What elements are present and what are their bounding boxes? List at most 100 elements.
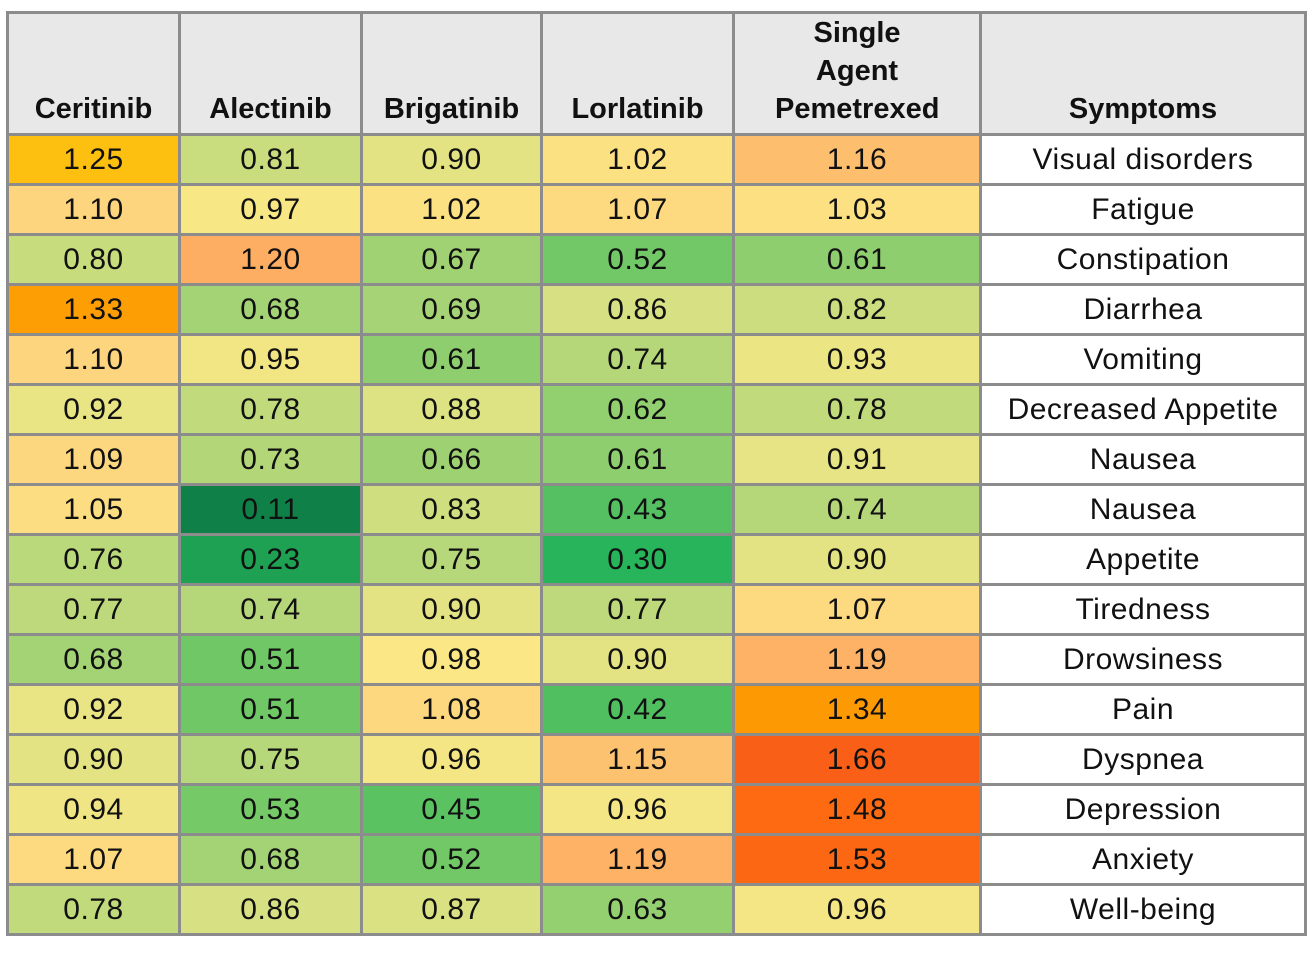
heatmap-cell-pemetrexed: 0.91 xyxy=(732,433,982,486)
heatmap-cell-alectinib: 0.53 xyxy=(178,783,363,836)
header-row: Ceritinib Alectinib Brigatinib Lorlatini… xyxy=(6,11,1307,136)
symptom-label: Pain xyxy=(979,683,1307,736)
heatmap-cell-brigatinib: 0.88 xyxy=(360,383,543,436)
heatmap-cell-lorlatinib: 0.77 xyxy=(540,583,735,636)
heatmap-cell-brigatinib: 0.96 xyxy=(360,733,543,786)
table-row: 0.92 0.51 1.08 0.42 1.34 Pain xyxy=(6,683,1307,736)
heatmap-cell-alectinib: 0.68 xyxy=(178,833,363,886)
heatmap-cell-ceritinib: 0.92 xyxy=(6,683,181,736)
symptom-label: Well-being xyxy=(979,883,1307,936)
heatmap-cell-alectinib: 0.95 xyxy=(178,333,363,386)
heatmap-cell-brigatinib: 1.08 xyxy=(360,683,543,736)
symptom-label: Constipation xyxy=(979,233,1307,286)
table-row: 1.33 0.68 0.69 0.86 0.82 Diarrhea xyxy=(6,283,1307,336)
heatmap-cell-pemetrexed: 1.07 xyxy=(732,583,982,636)
heatmap-cell-alectinib: 0.78 xyxy=(178,383,363,436)
heatmap-cell-pemetrexed: 0.74 xyxy=(732,483,982,536)
heatmap-cell-brigatinib: 0.69 xyxy=(360,283,543,336)
heatmap-cell-brigatinib: 0.75 xyxy=(360,533,543,586)
heatmap-cell-ceritinib: 1.25 xyxy=(6,133,181,186)
heatmap-cell-lorlatinib: 1.15 xyxy=(540,733,735,786)
heatmap-cell-ceritinib: 1.05 xyxy=(6,483,181,536)
symptom-label: Drowsiness xyxy=(979,633,1307,686)
symptom-label: Decreased Appetite xyxy=(979,383,1307,436)
heatmap-cell-ceritinib: 0.68 xyxy=(6,633,181,686)
heatmap-cell-brigatinib: 0.98 xyxy=(360,633,543,686)
symptom-label: Diarrhea xyxy=(979,283,1307,336)
heatmap-cell-ceritinib: 1.10 xyxy=(6,183,181,236)
heatmap-cell-ceritinib: 0.76 xyxy=(6,533,181,586)
heatmap-cell-lorlatinib: 0.96 xyxy=(540,783,735,836)
heatmap-cell-pemetrexed: 0.90 xyxy=(732,533,982,586)
heatmap-cell-pemetrexed: 0.61 xyxy=(732,233,982,286)
heatmap-cell-alectinib: 0.11 xyxy=(178,483,363,536)
heatmap-body: 1.25 0.81 0.90 1.02 1.16 Visual disorders 1.10… xyxy=(6,133,1307,936)
heatmap-cell-pemetrexed: 1.34 xyxy=(732,683,982,736)
table-row: 0.92 0.78 0.88 0.62 0.78 Decreased Appetite xyxy=(6,383,1307,436)
heatmap-cell-pemetrexed: 0.82 xyxy=(732,283,982,336)
heatmap-cell-ceritinib: 0.92 xyxy=(6,383,181,436)
table-row: 0.94 0.53 0.45 0.96 1.48 Depression xyxy=(6,783,1307,836)
table-row: 0.90 0.75 0.96 1.15 1.66 Dyspnea xyxy=(6,733,1307,786)
symptom-label: Depression xyxy=(979,783,1307,836)
table-row: 1.10 0.97 1.02 1.07 1.03 Fatigue xyxy=(6,183,1307,236)
heatmap-cell-brigatinib: 0.83 xyxy=(360,483,543,536)
heatmap-cell-pemetrexed: 1.66 xyxy=(732,733,982,786)
heatmap-cell-ceritinib: 0.80 xyxy=(6,233,181,286)
heatmap-cell-pemetrexed: 1.48 xyxy=(732,783,982,836)
column-header-ceritinib: Ceritinib xyxy=(6,11,181,136)
heatmap-cell-alectinib: 0.74 xyxy=(178,583,363,636)
heatmap-cell-brigatinib: 1.02 xyxy=(360,183,543,236)
heatmap-table: Ceritinib Alectinib Brigatinib Lorlatini… xyxy=(6,11,1307,936)
column-header-symptoms: Symptoms xyxy=(979,11,1307,136)
heatmap-cell-lorlatinib: 0.52 xyxy=(540,233,735,286)
heatmap-cell-lorlatinib: 0.30 xyxy=(540,533,735,586)
table-row: 1.10 0.95 0.61 0.74 0.93 Vomiting xyxy=(6,333,1307,386)
table-row: 0.80 1.20 0.67 0.52 0.61 Constipation xyxy=(6,233,1307,286)
symptom-label: Nausea xyxy=(979,483,1307,536)
heatmap-cell-lorlatinib: 0.42 xyxy=(540,683,735,736)
heatmap-cell-lorlatinib: 1.19 xyxy=(540,833,735,886)
symptom-label: Vomiting xyxy=(979,333,1307,386)
heatmap-cell-ceritinib: 0.90 xyxy=(6,733,181,786)
symptom-label: Dyspnea xyxy=(979,733,1307,786)
table-row: 1.25 0.81 0.90 1.02 1.16 Visual disorders xyxy=(6,133,1307,186)
heatmap-cell-pemetrexed: 0.78 xyxy=(732,383,982,436)
symptom-label: Visual disorders xyxy=(979,133,1307,186)
table-row: 0.77 0.74 0.90 0.77 1.07 Tiredness xyxy=(6,583,1307,636)
heatmap-cell-ceritinib: 1.07 xyxy=(6,833,181,886)
heatmap-cell-pemetrexed: 0.93 xyxy=(732,333,982,386)
heatmap-cell-lorlatinib: 0.61 xyxy=(540,433,735,486)
heatmap-cell-ceritinib: 0.94 xyxy=(6,783,181,836)
heatmap-cell-alectinib: 0.75 xyxy=(178,733,363,786)
heatmap-cell-ceritinib: 0.78 xyxy=(6,883,181,936)
heatmap-cell-pemetrexed: 0.96 xyxy=(732,883,982,936)
column-header-alectinib: Alectinib xyxy=(178,11,363,136)
heatmap-cell-ceritinib: 0.77 xyxy=(6,583,181,636)
heatmap-cell-lorlatinib: 0.63 xyxy=(540,883,735,936)
heatmap-cell-alectinib: 0.86 xyxy=(178,883,363,936)
heatmap-cell-lorlatinib: 0.74 xyxy=(540,333,735,386)
heatmap-cell-lorlatinib: 1.07 xyxy=(540,183,735,236)
symptom-label: Tiredness xyxy=(979,583,1307,636)
heatmap-cell-brigatinib: 0.67 xyxy=(360,233,543,286)
heatmap-cell-lorlatinib: 0.90 xyxy=(540,633,735,686)
heatmap-cell-brigatinib: 0.52 xyxy=(360,833,543,886)
table-row: 0.78 0.86 0.87 0.63 0.96 Well-being xyxy=(6,883,1307,936)
heatmap-cell-brigatinib: 0.66 xyxy=(360,433,543,486)
heatmap-cell-ceritinib: 1.09 xyxy=(6,433,181,486)
heatmap-cell-alectinib: 0.51 xyxy=(178,633,363,686)
heatmap-cell-pemetrexed: 1.16 xyxy=(732,133,982,186)
heatmap-cell-alectinib: 0.51 xyxy=(178,683,363,736)
heatmap-cell-lorlatinib: 0.86 xyxy=(540,283,735,336)
heatmap-cell-lorlatinib: 0.62 xyxy=(540,383,735,436)
symptom-label: Anxiety xyxy=(979,833,1307,886)
heatmap-cell-alectinib: 0.68 xyxy=(178,283,363,336)
heatmap-cell-alectinib: 1.20 xyxy=(178,233,363,286)
heatmap-cell-pemetrexed: 1.03 xyxy=(732,183,982,236)
heatmap-cell-brigatinib: 0.61 xyxy=(360,333,543,386)
table-row: 0.76 0.23 0.75 0.30 0.90 Appetite xyxy=(6,533,1307,586)
heatmap-cell-brigatinib: 0.45 xyxy=(360,783,543,836)
column-header-lorlatinib: Lorlatinib xyxy=(540,11,735,136)
heatmap-cell-lorlatinib: 0.43 xyxy=(540,483,735,536)
